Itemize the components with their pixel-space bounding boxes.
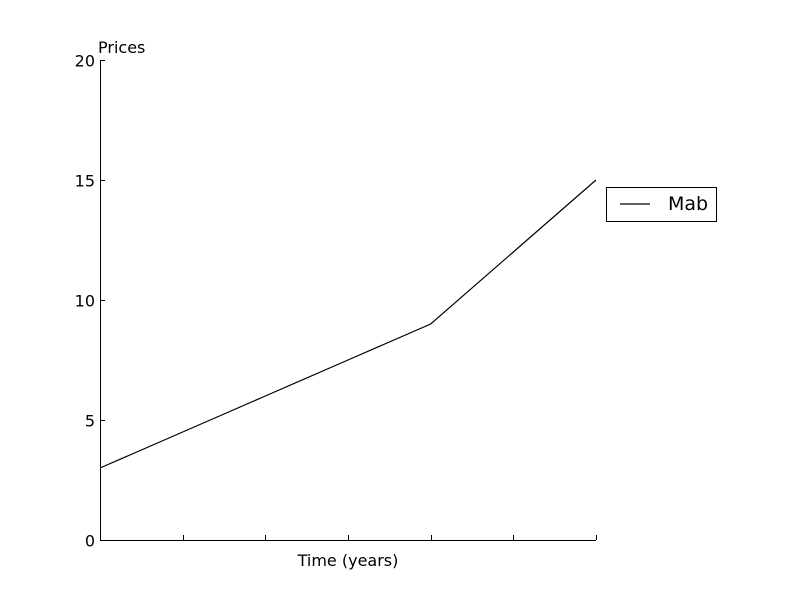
y-ticks: 0 5 10 15 20 xyxy=(75,52,105,551)
x-ticks xyxy=(100,535,597,540)
series-layer xyxy=(99,179,597,469)
series-line-mab xyxy=(99,179,597,469)
x-axis-title: Time (years) xyxy=(297,551,399,570)
axes xyxy=(100,60,596,541)
y-tick-label: 5 xyxy=(85,412,95,431)
y-tick-label: 10 xyxy=(75,292,95,311)
y-tick-label: 0 xyxy=(85,532,95,551)
legend-label-mab: Mab xyxy=(668,193,708,215)
legend: Mab xyxy=(606,187,717,222)
y-axis-title: Prices xyxy=(98,38,145,57)
y-tick-label: 20 xyxy=(75,52,95,71)
y-tick-label: 15 xyxy=(75,172,95,191)
